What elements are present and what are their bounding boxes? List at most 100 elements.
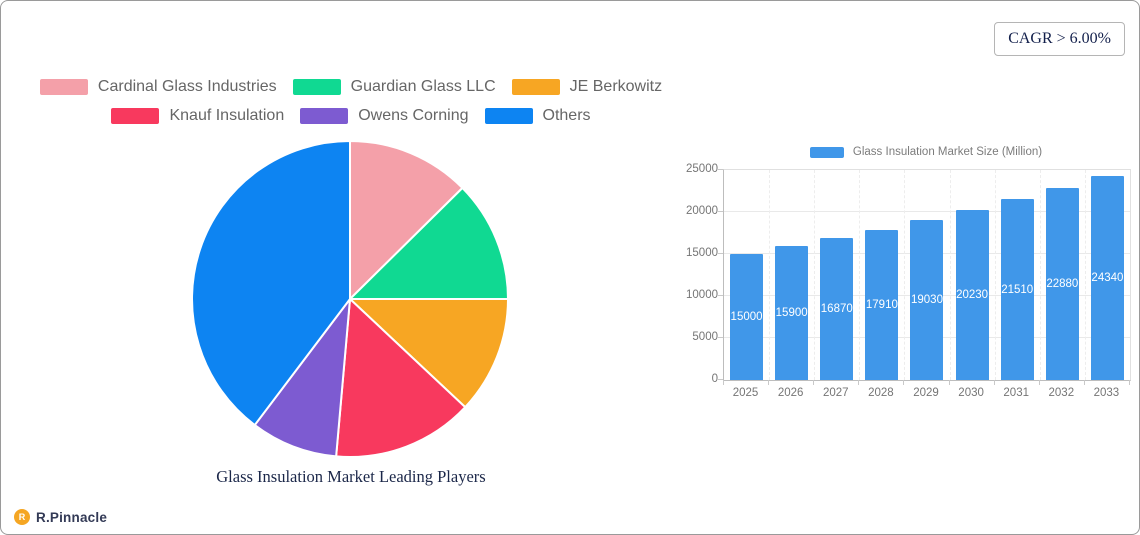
legend-swatch-knauf-insulation	[111, 108, 160, 124]
legend-swatch-cardinal-glass-industries	[39, 79, 88, 95]
pie-legend-row-1: Cardinal Glass Industries Guardian Glass …	[1, 78, 701, 96]
y-axis-tick	[718, 295, 723, 296]
legend-swatch-owens-corning	[300, 108, 349, 124]
bar-2031[interactable]: 21510	[1000, 199, 1034, 380]
cagr-badge: CAGR > 6.00%	[994, 22, 1125, 56]
bar-chart: Glass Insulation Market Size (Million) 1…	[681, 141, 1139, 421]
y-axis-tick	[718, 169, 723, 170]
x-axis-label-2032: 2032	[1048, 387, 1075, 399]
legend-swatch-guardian-glass-llc	[292, 79, 341, 95]
bar-value-label: 15900	[775, 307, 808, 320]
bar-plot-area: 15000 15900 16870 17910 19030 20230 21510 22880…	[723, 169, 1131, 381]
y-axis-label-5000: 5000	[692, 330, 718, 343]
bar-cell-2029: 19030	[904, 170, 949, 380]
x-axis-label-2026: 2026	[777, 387, 804, 399]
x-axis-tick	[723, 380, 724, 385]
legend-swatch-others	[484, 108, 533, 124]
bar-2028[interactable]: 17910	[865, 229, 899, 380]
gridline-x	[1039, 170, 1041, 380]
legend-label: JE Berkowitz	[569, 78, 663, 95]
bar-2026[interactable]: 15900	[775, 246, 809, 380]
x-axis-tick	[1129, 380, 1130, 385]
bar-value-label: 21510	[1001, 283, 1034, 296]
pie-slice-cardinal-glass-industries[interactable]	[349, 140, 464, 300]
bar-2025[interactable]: 15000	[730, 254, 764, 380]
gridline-x	[859, 170, 861, 380]
gridline-x	[949, 170, 951, 380]
brand-logo: R R.Pinnacle	[14, 509, 107, 525]
bar-series: 15000 15900 16870 17910 19030 20230 21510 22880…	[724, 170, 1130, 380]
bar-cell-2027: 16870	[814, 170, 859, 380]
gridline-y-20000	[724, 211, 1130, 212]
bar-legend-swatch[interactable]	[809, 146, 844, 158]
pie-slice-guardian-glass-llc[interactable]	[349, 186, 509, 300]
y-axis-label-15000: 15000	[686, 246, 718, 259]
x-axis-tick	[993, 380, 995, 385]
bar-legend-label: Glass Insulation Market Size (Million)	[852, 146, 1043, 158]
bar-value-label: 15000	[730, 311, 763, 323]
legend-swatch-je-berkowitz	[511, 79, 560, 95]
gridline-x	[994, 170, 996, 380]
x-axis-label-2033: 2033	[1093, 387, 1120, 399]
bar-value-label: 16870	[820, 303, 853, 316]
y-axis-label-0: 0	[711, 372, 718, 385]
x-axis-tick	[1083, 380, 1085, 385]
brand-name: R.Pinnacle	[36, 509, 108, 525]
bar-cell-2031: 21510	[995, 170, 1040, 380]
gridline-x	[1084, 170, 1086, 380]
pie-slice-others[interactable]	[191, 140, 351, 427]
bar-cell-2028: 17910	[859, 170, 904, 380]
brand-logo-icon: R	[14, 509, 30, 525]
legend-label: Others	[542, 107, 591, 124]
pie-chart	[191, 140, 509, 458]
legend-label: Cardinal Glass Industries	[97, 78, 277, 95]
legend-label: Knauf Insulation	[169, 107, 285, 124]
gridline-x	[769, 170, 771, 380]
bar-cell-2025: 15000	[724, 170, 769, 380]
bar-2033[interactable]: 24340	[1090, 175, 1124, 380]
bar-value-label: 20230	[956, 289, 989, 302]
y-axis-tick	[718, 211, 723, 212]
y-axis-tick	[718, 253, 723, 254]
pie-legend-item-cardinal-glass-industries[interactable]: Cardinal Glass Industries	[39, 78, 277, 96]
y-axis-label-10000: 10000	[686, 288, 718, 301]
bar-2027[interactable]: 16870	[820, 238, 854, 380]
pie-slice-owens-corning[interactable]	[253, 298, 351, 458]
gridline-x	[814, 170, 816, 380]
pie-slice-knauf-insulation[interactable]	[335, 298, 467, 458]
bar-cell-2026: 15900	[769, 170, 814, 380]
x-axis-label-2027: 2027	[822, 387, 849, 399]
pie-legend-item-knauf-insulation[interactable]: Knauf Insulation	[111, 107, 284, 125]
gridline-x	[904, 170, 906, 380]
pie-slice-je-berkowitz[interactable]	[349, 298, 509, 409]
x-axis-label-2025: 2025	[732, 387, 759, 399]
y-axis-label-25000: 25000	[686, 162, 718, 175]
bar-cell-2032: 22880	[1040, 170, 1085, 380]
x-axis-label-2030: 2030	[958, 387, 984, 399]
y-axis-label-20000: 20000	[686, 204, 718, 217]
x-axis-tick	[768, 380, 770, 385]
bar-2032[interactable]: 22880	[1045, 187, 1079, 380]
x-axis-tick	[813, 380, 815, 385]
x-axis-tick	[948, 380, 950, 385]
pie-legend-row-2: Knauf Insulation Owens Corning Others	[1, 107, 701, 125]
x-axis-label-2031: 2031	[1003, 387, 1029, 399]
x-axis-tick	[858, 380, 860, 385]
bar-2029[interactable]: 19030	[910, 220, 944, 380]
pie-legend-item-guardian-glass-llc[interactable]: Guardian Glass LLC	[292, 78, 496, 96]
pie-chart-title: Glass Insulation Market Leading Players	[216, 467, 486, 486]
pie-legend-item-others[interactable]: Others	[484, 107, 591, 125]
bar-value-label: 17910	[865, 298, 898, 311]
legend-label: Guardian Glass LLC	[350, 78, 496, 95]
x-axis-label-2028: 2028	[868, 387, 894, 399]
bar-cell-2033: 24340	[1085, 170, 1130, 380]
bar-value-label: 24340	[1091, 271, 1124, 284]
pie-legend-item-owens-corning[interactable]: Owens Corning	[300, 107, 469, 125]
bar-2030[interactable]: 20230	[955, 210, 989, 380]
x-axis-tick	[903, 380, 905, 385]
pie-legend-item-je-berkowitz[interactable]: JE Berkowitz	[511, 78, 663, 96]
bar-value-label: 22880	[1046, 277, 1079, 290]
bar-value-label: 19030	[910, 294, 943, 307]
y-axis-tick	[718, 379, 723, 380]
